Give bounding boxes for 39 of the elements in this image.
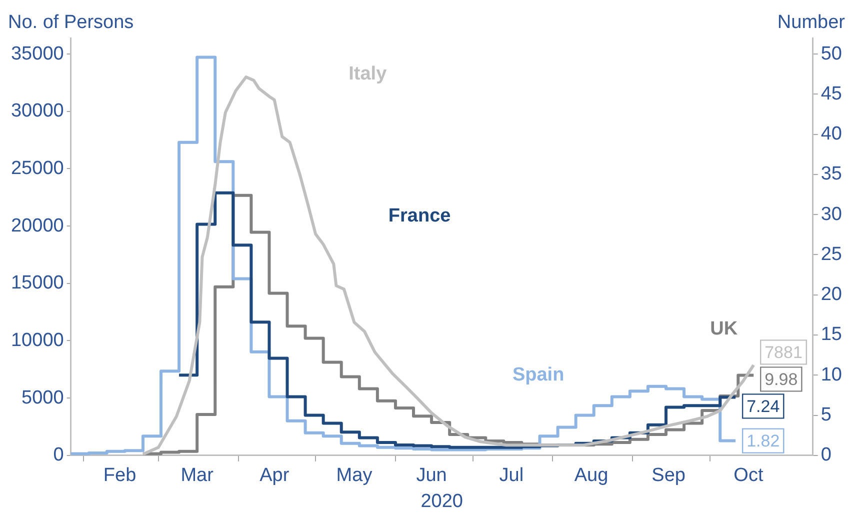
y2-tick-label: 5 <box>820 404 832 426</box>
text: France <box>388 206 451 227</box>
series-label: UK <box>710 318 738 340</box>
x-tick-label: Jun <box>416 465 447 486</box>
x-tick-label: Aug <box>574 465 608 486</box>
x-axis-title: 2020 <box>420 490 463 512</box>
y-tick-label: 35000 <box>10 43 64 64</box>
y-tick-label: 10000 <box>10 330 64 351</box>
y-tick-label: 25000 <box>10 158 64 179</box>
x-tick-label: Feb <box>103 465 136 486</box>
x-tick-label: May <box>336 465 373 486</box>
y2-tick-label: 45 <box>820 83 842 104</box>
series-label: Spain <box>512 364 564 386</box>
x-tick-label: Sep <box>652 465 686 486</box>
x-tick-label: Mar <box>180 465 214 486</box>
y2-tick-label: 15 <box>820 324 842 346</box>
y2-tick-label: 35 <box>820 164 842 185</box>
y-tick-label: 30000 <box>10 100 64 122</box>
y2-tick-label: 20 <box>820 284 842 306</box>
y2-axis-title: Number <box>777 12 846 33</box>
y-tick-label: 0 <box>53 444 64 466</box>
y-tick-label: 5000 <box>22 387 64 408</box>
y2-tick-label: 30 <box>820 204 842 225</box>
y-tick-label: 15000 <box>10 272 64 294</box>
y-tick-label: 20000 <box>10 215 64 236</box>
y2-tick-label: 10 <box>820 364 842 386</box>
data-label: 9.98 <box>764 370 798 389</box>
y-axis-title: No. of Persons <box>8 12 134 33</box>
x-tick-label: Oct <box>734 465 764 486</box>
y2-tick-label: 25 <box>820 244 842 265</box>
y2-tick-label: 40 <box>820 124 842 145</box>
x-tick-label: Jul <box>499 465 524 486</box>
data-label: 1.82 <box>746 431 780 450</box>
y2-tick-label: 0 <box>820 444 832 466</box>
text: Italy <box>348 64 388 85</box>
data-label: 7881 <box>764 342 802 362</box>
data-label: 7.24 <box>746 396 780 416</box>
y2-tick-label: 50 <box>820 43 842 64</box>
x-tick-label: Apr <box>260 465 290 486</box>
